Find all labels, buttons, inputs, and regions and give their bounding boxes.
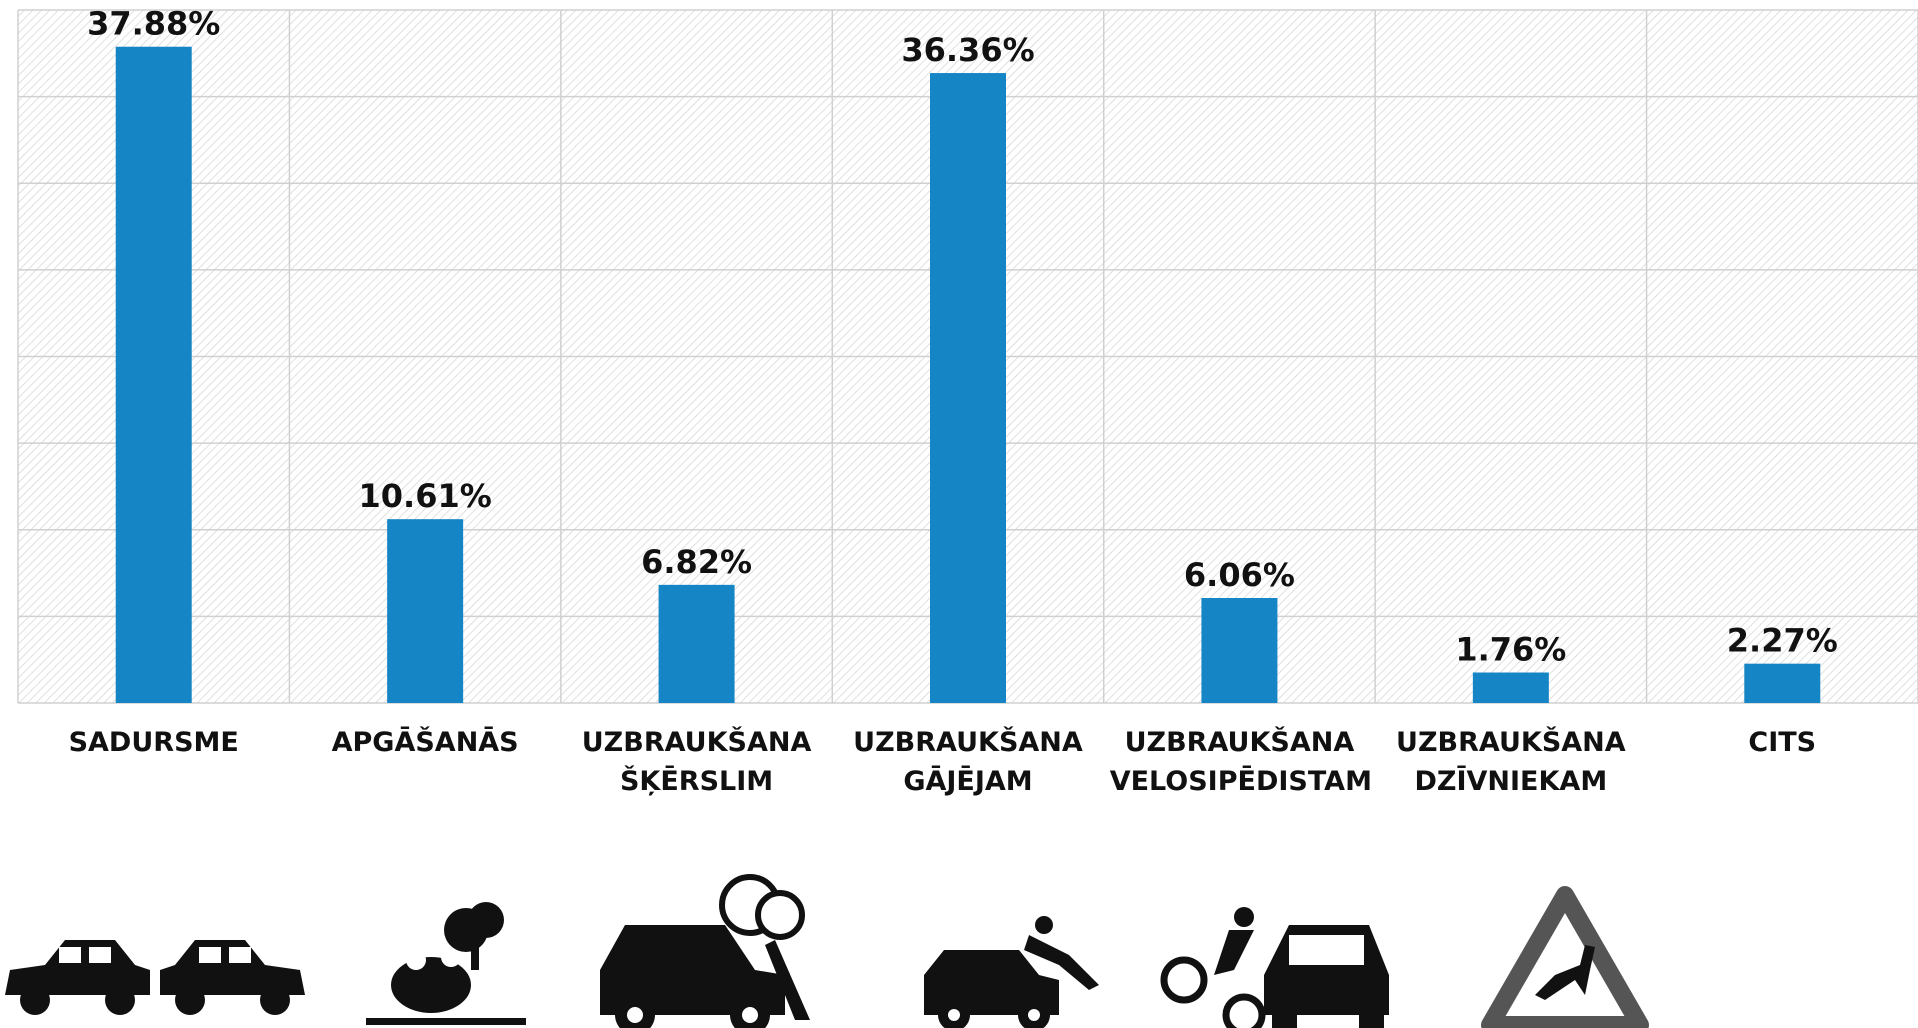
value-label: 37.88%	[87, 5, 220, 43]
icon-animal	[1490, 895, 1640, 1025]
icon-overturn	[366, 902, 526, 1025]
x-tick-label: SADURSME	[24, 723, 283, 762]
bar	[387, 519, 463, 703]
bar	[1473, 673, 1549, 703]
icon-pedestrian	[924, 916, 1099, 1028]
value-label: 10.61%	[359, 477, 492, 515]
bar	[659, 585, 735, 703]
x-tick-label: UZBRAUKŠANA DZĪVNIEKAM	[1381, 723, 1640, 801]
chart: 37.88% 10.61% 6.82% 36.36% 6.06% 1.76% 2.27%	[0, 0, 1918, 1028]
icon-collision	[5, 940, 305, 1015]
value-label: 36.36%	[901, 31, 1034, 69]
bar	[116, 47, 192, 703]
icon-cyclist	[1164, 907, 1389, 1028]
x-tick-label: UZBRAUKŠANA VELOSIPĒDISTAM	[1110, 723, 1369, 801]
value-label: 1.76%	[1455, 631, 1566, 669]
value-label: 2.27%	[1727, 622, 1838, 660]
icons	[5, 877, 1640, 1028]
x-tick-label: APGĀŠANĀS	[295, 723, 554, 762]
x-tick-label: UZBRAUKŠANA ŠĶĒRSLIM	[567, 723, 826, 801]
icon-obstacle	[600, 877, 810, 1028]
x-tick-label: UZBRAUKŠANA GĀJĒJAM	[838, 723, 1097, 801]
page: 37.88% 10.61% 6.82% 36.36% 6.06% 1.76% 2.27%	[0, 0, 1918, 1028]
value-label: 6.82%	[641, 543, 752, 581]
x-tick-label: CITS	[1653, 723, 1912, 762]
value-label: 6.06%	[1184, 556, 1295, 594]
bar	[1201, 598, 1277, 703]
bar	[1744, 664, 1820, 703]
bar	[930, 73, 1006, 703]
